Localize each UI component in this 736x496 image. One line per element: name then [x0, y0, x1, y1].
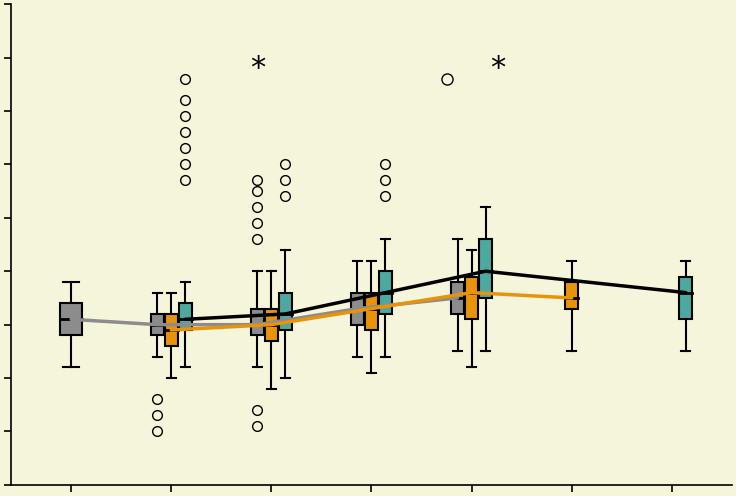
- Bar: [151, 314, 164, 335]
- Bar: [179, 303, 192, 330]
- Bar: [379, 271, 392, 314]
- Bar: [165, 314, 178, 346]
- Bar: [479, 239, 492, 298]
- Bar: [279, 293, 292, 330]
- Text: *: *: [490, 54, 505, 83]
- Bar: [679, 277, 693, 319]
- Bar: [351, 293, 364, 325]
- Bar: [451, 282, 464, 314]
- Bar: [251, 309, 264, 335]
- Bar: [265, 309, 278, 341]
- Text: *: *: [250, 54, 265, 83]
- Bar: [565, 282, 578, 309]
- Bar: [465, 277, 478, 319]
- Bar: [60, 303, 82, 335]
- Bar: [365, 293, 378, 330]
